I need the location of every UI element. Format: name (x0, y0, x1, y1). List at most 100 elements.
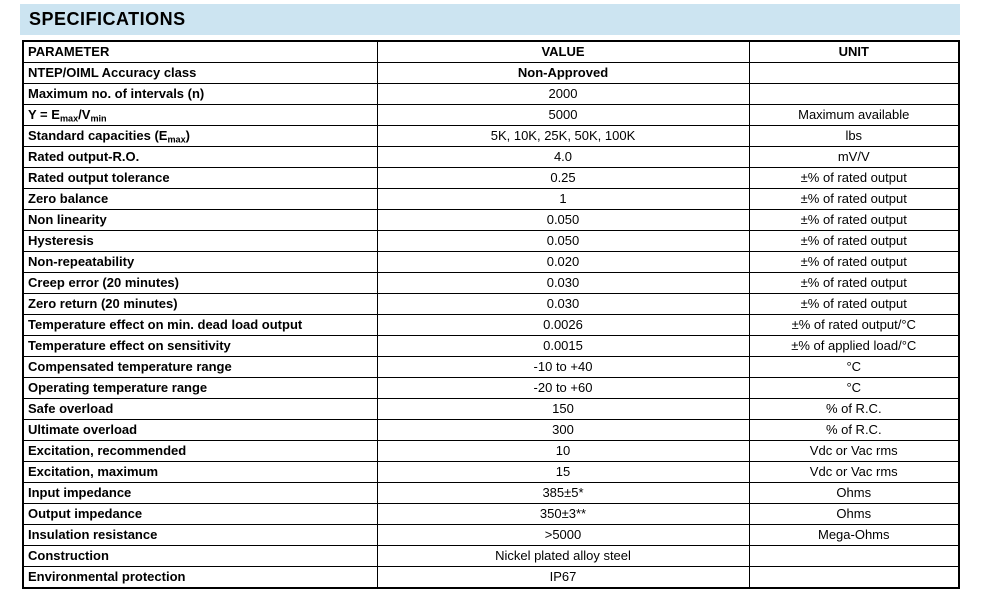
value-cell: -20 to +60 (376, 377, 750, 399)
value-cell: 0.0026 (376, 314, 750, 336)
spec-table-body: NTEP/OIML Accuracy class Non-Approved Maxi… (22, 62, 960, 589)
value-cell: 10 (376, 440, 750, 462)
table-row: Rated output-R.O. 4.0 mV/V (22, 146, 960, 168)
unit-cell: ±% of rated output (748, 272, 960, 294)
param-cell: NTEP/OIML Accuracy class (22, 62, 378, 84)
table-header-row: PARAMETER VALUE UNIT (22, 40, 960, 63)
value-cell: 4.0 (376, 146, 750, 168)
unit-cell: Vdc or Vac rms (748, 440, 960, 462)
value-cell: 0.25 (376, 167, 750, 189)
value-cell: IP67 (376, 566, 750, 589)
value-cell: Nickel plated alloy steel (376, 545, 750, 567)
param-cell: Maximum no. of intervals (n) (22, 83, 378, 105)
table-row: Environmental protection IP67 (22, 566, 960, 589)
param-cell: Output impedance (22, 503, 378, 525)
param-cell: Standard capacities (Emax) (22, 125, 378, 147)
param-cell: Construction (22, 545, 378, 567)
param-cell: Environmental protection (22, 566, 378, 589)
value-cell: 0.050 (376, 209, 750, 231)
table-row: Operating temperature range -20 to +60 °C (22, 377, 960, 399)
table-row: Safe overload 150% of R.C. (22, 398, 960, 420)
table-row: Compensated temperature range -10 to +40 °… (22, 356, 960, 378)
table-row: Construction Nickel plated alloy steel (22, 545, 960, 567)
param-cell: Rated output tolerance (22, 167, 378, 189)
table-row: Non linearity 0.050 ±% of rated output (22, 209, 960, 231)
param-cell: Non linearity (22, 209, 378, 231)
unit-cell: mV/V (748, 146, 960, 168)
table-row: NTEP/OIML Accuracy class Non-Approved (22, 62, 960, 84)
value-cell: 0.030 (376, 293, 750, 315)
param-cell: Excitation, recommended (22, 440, 378, 462)
value-cell: 0.0015 (376, 335, 750, 357)
param-cell: Y = Emax/Vmin (22, 104, 378, 126)
table-row: Temperature effect on min. dead load out… (22, 314, 960, 336)
value-cell: 2000 (376, 83, 750, 105)
table-row: Standard capacities (Emax) 5K, 10K, 25K, … (22, 125, 960, 147)
value-cell: 1 (376, 188, 750, 210)
unit-cell: °C (748, 356, 960, 378)
param-cell: Ultimate overload (22, 419, 378, 441)
value-cell: 15 (376, 461, 750, 483)
unit-cell: Vdc or Vac rms (748, 461, 960, 483)
param-cell: Safe overload (22, 398, 378, 420)
value-cell: 350±3** (376, 503, 750, 525)
table-row: Zero balance 1 ±% of rated output (22, 188, 960, 210)
param-cell: Input impedance (22, 482, 378, 504)
unit-cell: °C (748, 377, 960, 399)
table-row: Output impedance 350±3** Ohms (22, 503, 960, 525)
table-row: Insulation resistance >5000 Mega-Ohms (22, 524, 960, 546)
column-header-unit: UNIT (748, 40, 960, 63)
value-cell: 385±5* (376, 482, 750, 504)
param-cell: Insulation resistance (22, 524, 378, 546)
unit-cell (748, 566, 960, 589)
unit-cell: Ohms (748, 503, 960, 525)
value-cell: >5000 (376, 524, 750, 546)
table-row: Creep error (20 minutes) 0.030 ±% of rated… (22, 272, 960, 294)
unit-cell: Mega-Ohms (748, 524, 960, 546)
table-row: Excitation, recommended 10 Vdc or Vac rms (22, 440, 960, 462)
value-cell: -10 to +40 (376, 356, 750, 378)
unit-cell: ±% of rated output (748, 209, 960, 231)
value-cell: 5000 (376, 104, 750, 126)
unit-cell: ±% of rated output (748, 230, 960, 252)
column-header-value: VALUE (376, 40, 750, 63)
unit-cell: ±% of applied load/°C (748, 335, 960, 357)
value-cell: Non-Approved (376, 62, 750, 84)
table-row: Zero return (20 minutes) 0.030 ±% of rated… (22, 293, 960, 315)
table-row: Excitation, maximum 15 Vdc or Vac rms (22, 461, 960, 483)
value-cell: 0.030 (376, 272, 750, 294)
unit-cell: % of R.C. (748, 398, 960, 420)
value-cell: 0.020 (376, 251, 750, 273)
value-cell: 0.050 (376, 230, 750, 252)
column-header-parameter: PARAMETER (22, 40, 378, 63)
value-cell: 150 (376, 398, 750, 420)
unit-cell: ±% of rated output (748, 293, 960, 315)
unit-cell: Maximum available (748, 104, 960, 126)
param-cell: Zero return (20 minutes) (22, 293, 378, 315)
unit-cell: Ohms (748, 482, 960, 504)
unit-cell: lbs (748, 125, 960, 147)
value-cell: 300 (376, 419, 750, 441)
param-cell: Temperature effect on min. dead load out… (22, 314, 378, 336)
table-row: Input impedance 385±5* Ohms (22, 482, 960, 504)
table-row: Temperature effect on sensitivity 0.0015 ±… (22, 335, 960, 357)
table-row: Hysteresis 0.050 ±% of rated output (22, 230, 960, 252)
unit-cell: % of R.C. (748, 419, 960, 441)
table-row: Ultimate overload 300% of R.C. (22, 419, 960, 441)
table-row: Y = Emax/Vmin 5000 Maximum available (22, 104, 960, 126)
param-cell: Non-repeatability (22, 251, 378, 273)
param-cell: Operating temperature range (22, 377, 378, 399)
table-row: Maximum no. of intervals (n) 2000 (22, 83, 960, 105)
unit-cell: ±% of rated output/°C (748, 314, 960, 336)
specifications-table: PARAMETER VALUE UNIT NTEP/OIML Accuracy … (22, 40, 960, 589)
unit-cell (748, 62, 960, 84)
param-cell: Hysteresis (22, 230, 378, 252)
param-cell: Zero balance (22, 188, 378, 210)
unit-cell (748, 545, 960, 567)
param-cell: Temperature effect on sensitivity (22, 335, 378, 357)
unit-cell: ±% of rated output (748, 167, 960, 189)
table-row: Non-repeatability 0.020 ±% of rated output (22, 251, 960, 273)
unit-cell: ±% of rated output (748, 188, 960, 210)
unit-cell: ±% of rated output (748, 251, 960, 273)
